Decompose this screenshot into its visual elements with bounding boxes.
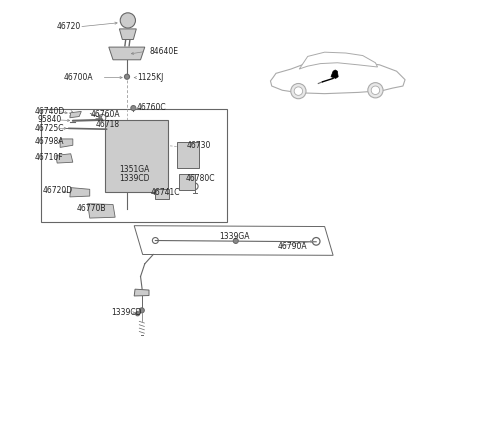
Circle shape bbox=[368, 83, 383, 98]
Text: 46700A: 46700A bbox=[63, 73, 93, 82]
Text: 95840: 95840 bbox=[38, 115, 62, 124]
Polygon shape bbox=[134, 289, 149, 296]
FancyBboxPatch shape bbox=[180, 175, 195, 190]
Polygon shape bbox=[56, 154, 73, 163]
Text: 1339CD: 1339CD bbox=[120, 174, 150, 183]
Circle shape bbox=[63, 141, 66, 145]
Text: 46760A: 46760A bbox=[91, 110, 120, 119]
Polygon shape bbox=[70, 187, 90, 197]
Circle shape bbox=[291, 83, 306, 99]
Circle shape bbox=[185, 184, 189, 187]
Text: 46710F: 46710F bbox=[35, 153, 63, 162]
Text: 46730: 46730 bbox=[187, 141, 212, 150]
Text: 46720D: 46720D bbox=[42, 187, 72, 196]
Text: 84640E: 84640E bbox=[149, 47, 178, 56]
Text: 1351GA: 1351GA bbox=[120, 165, 150, 174]
Circle shape bbox=[191, 155, 195, 159]
Text: 46741C: 46741C bbox=[151, 188, 180, 197]
Circle shape bbox=[233, 239, 238, 244]
Circle shape bbox=[105, 209, 108, 212]
Text: 46798A: 46798A bbox=[35, 137, 64, 146]
Circle shape bbox=[371, 86, 380, 95]
Circle shape bbox=[70, 190, 75, 195]
Circle shape bbox=[124, 74, 130, 79]
Polygon shape bbox=[270, 60, 405, 94]
Text: 1125KJ: 1125KJ bbox=[138, 73, 164, 82]
Polygon shape bbox=[60, 139, 73, 147]
Circle shape bbox=[139, 308, 144, 313]
FancyBboxPatch shape bbox=[178, 142, 199, 168]
Text: 46790A: 46790A bbox=[277, 242, 307, 250]
Polygon shape bbox=[299, 52, 378, 69]
Text: 1339CD: 1339CD bbox=[111, 308, 142, 317]
Circle shape bbox=[136, 178, 139, 181]
Text: 1339GA: 1339GA bbox=[220, 232, 250, 241]
Polygon shape bbox=[70, 112, 81, 118]
Circle shape bbox=[84, 190, 89, 195]
Circle shape bbox=[120, 13, 135, 28]
Text: 46760C: 46760C bbox=[136, 103, 166, 112]
Text: 46740D: 46740D bbox=[35, 107, 65, 116]
Text: 46720: 46720 bbox=[57, 22, 81, 31]
Circle shape bbox=[131, 106, 136, 111]
Polygon shape bbox=[120, 29, 136, 40]
Polygon shape bbox=[109, 47, 145, 60]
Text: 46780C: 46780C bbox=[186, 174, 216, 183]
Circle shape bbox=[135, 168, 140, 172]
Circle shape bbox=[60, 157, 64, 161]
Polygon shape bbox=[134, 226, 333, 255]
FancyBboxPatch shape bbox=[41, 109, 228, 222]
Circle shape bbox=[294, 87, 302, 95]
FancyBboxPatch shape bbox=[105, 120, 168, 192]
Text: 46770B: 46770B bbox=[77, 204, 107, 213]
Text: 46718: 46718 bbox=[96, 120, 120, 129]
FancyBboxPatch shape bbox=[155, 189, 169, 199]
Circle shape bbox=[183, 155, 188, 159]
Circle shape bbox=[135, 311, 140, 316]
Polygon shape bbox=[88, 204, 115, 218]
Text: 46725C: 46725C bbox=[35, 124, 64, 133]
Circle shape bbox=[95, 209, 99, 212]
Polygon shape bbox=[331, 70, 338, 78]
Circle shape bbox=[117, 122, 120, 126]
